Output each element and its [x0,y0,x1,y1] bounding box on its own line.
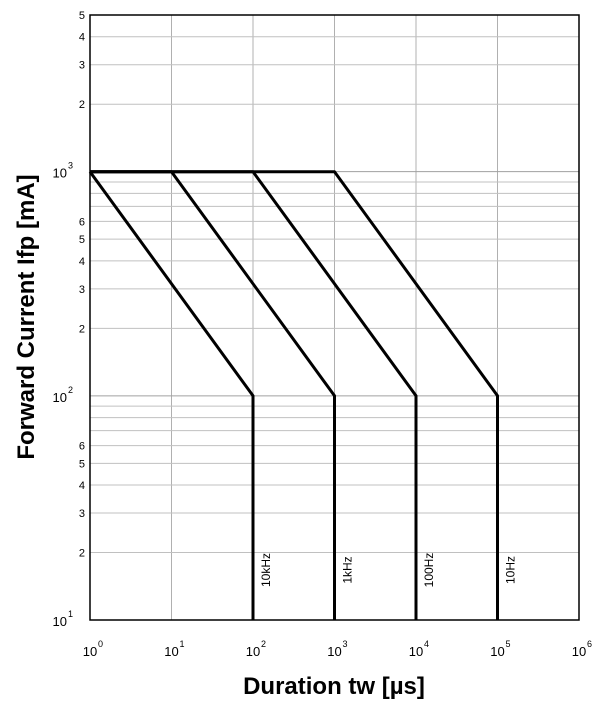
y-minor-tick-label: 2 [79,323,85,335]
series-line-3 [90,170,499,620]
y-minor-tick-label: 6 [79,441,85,453]
x-tick-labels: 10 0 10 1 10 2 10 3 10 4 10 5 10 6 [83,639,592,659]
y-minor-tick-label: 4 [79,32,85,44]
series-labels: 10kHz 1kHz 100Hz 10Hz [259,553,518,588]
x-tick-label: 10 [164,644,178,659]
x-tick-exponent: 5 [506,639,511,649]
x-tick-exponent: 1 [180,639,185,649]
series-label-0: 10kHz [259,553,273,587]
y-tick-label: 10 [53,390,67,405]
y-minor-tick-label: 5 [79,458,85,470]
y-tick-exponent: 1 [68,609,73,619]
series-line-0 [88,170,255,620]
y-minor-tick-label: 2 [79,99,85,111]
series-label-1: 1kHz [341,556,355,583]
y-minor-tick-label: 3 [79,60,85,72]
y-minor-tick-label: 3 [79,508,85,520]
y-minor-tick-label: 5 [79,234,85,246]
y-tick-label: 10 [53,166,67,181]
y-tick-exponent: 3 [68,161,73,171]
x-tick-exponent: 4 [424,639,429,649]
y-tick-exponent: 2 [68,385,73,395]
x-tick-exponent: 2 [261,639,266,649]
x-tick-exponent: 3 [343,639,348,649]
y-minor-tick-label: 2 [79,548,85,560]
x-tick-label: 10 [409,644,423,659]
x-tick-label: 10 [83,644,97,659]
y-minor-tick-label: 4 [79,256,85,268]
x-tick-label: 10 [572,644,586,659]
series-lines [88,170,499,620]
x-tick-exponent: 0 [98,639,103,649]
series-label-3: 10Hz [504,556,518,584]
x-tick-label: 10 [246,644,260,659]
y-minor-tick-label: 4 [79,480,85,492]
y-minor-tick-label: 6 [79,216,85,228]
x-axis-title: Duration tw [µs] [243,673,425,700]
y-minor-tick-label: 5 [79,10,85,22]
x-tick-label: 10 [490,644,504,659]
series-label-2: 100Hz [422,553,436,588]
x-tick-label: 10 [327,644,341,659]
y-axis-title: Forward Current Ifp [mA] [13,174,40,459]
x-tick-exponent: 6 [587,639,592,649]
y-minor-tick-label: 3 [79,284,85,296]
y-tick-label: 10 [53,614,67,629]
